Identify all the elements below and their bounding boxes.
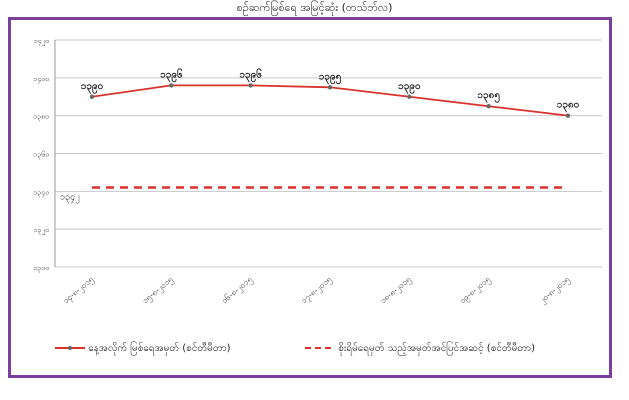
legend-solid-line-icon [55,346,85,350]
legend-item-warning-level: စိုးရိမ်ရေမှတ် သည့်အမှတ်အင်ပြင်အဆင့် (စင… [305,341,535,356]
data-label: ၁၃၉၅ [319,71,342,85]
y-tick-label: ၁၃၆၀ [33,151,49,160]
x-tick-label: ၁၉-၈-၂၀၁၅ [458,275,493,307]
y-tick-label: ၁၃၀၀ [33,264,49,273]
y-tick-label: ၁၃၈၀ [33,113,49,122]
data-point [565,113,571,118]
legend-item-water-level: နေ့အလိုက် မြစ်ရေအမှတ် (စင်တီမီတာ) [55,341,231,356]
data-point [327,85,333,90]
data-point [89,94,95,99]
data-label: ၁၃၉၆ [239,67,262,83]
legend-label-warning-level: စိုးရိမ်ရေမှတ် သည့်အမှတ်အင်ပြင်အဆင့် (စင… [338,343,536,354]
x-tick-label: ၁၈-၈-၂၀၁၅ [378,275,413,307]
x-tick-label: ၁၅-၈-၂၀၁၅ [141,275,176,307]
x-tick-label: ၂၀-၈-၂၀၁၅ [538,275,573,307]
data-label: ၁၃၉၀ [398,81,421,95]
y-tick-label: ၁၄၀၀ [33,75,49,84]
warning-level-label: ၁၃၄၂ [60,193,80,204]
x-tick-label: ၁၆-၈-၂၀၁၅ [219,274,255,307]
data-label: ၁၃၈၅ [477,90,500,104]
legend: နေ့အလိုက် မြစ်ရေအမှတ် (စင်တီမီတာ) စိုးရိ… [55,338,595,360]
data-point [248,83,253,88]
data-point [407,94,412,99]
data-label: ၁၃၉၆ [160,67,183,83]
data-point [169,83,174,88]
chart-title: စဉ်ဆက်မြစ်ရေ အမြင့်ဆုံး (တသ်ဘ်လ) [236,1,393,14]
x-tick-label: ၁၇-၈-၂၀၁၅ [299,275,334,307]
legend-label-water-level: နေ့အလိုက် မြစ်ရေအမှတ် (စင်တီမီတာ) [88,343,231,354]
chart-frame [8,17,612,378]
data-point [486,104,491,109]
y-tick-label: ၁၃၄၀ [33,188,49,197]
y-tick-label: ၁၃၂၀ [34,226,49,235]
y-tick-label: ၁၄၂၀ [34,37,49,46]
data-label: ၁၃၈၀ [557,100,580,114]
data-label: ၁၃၉၀ [81,81,104,95]
x-tick-label: ၁၄-၈-၂၀၁၅ [61,275,96,307]
legend-dashed-line-icon [305,347,335,349]
